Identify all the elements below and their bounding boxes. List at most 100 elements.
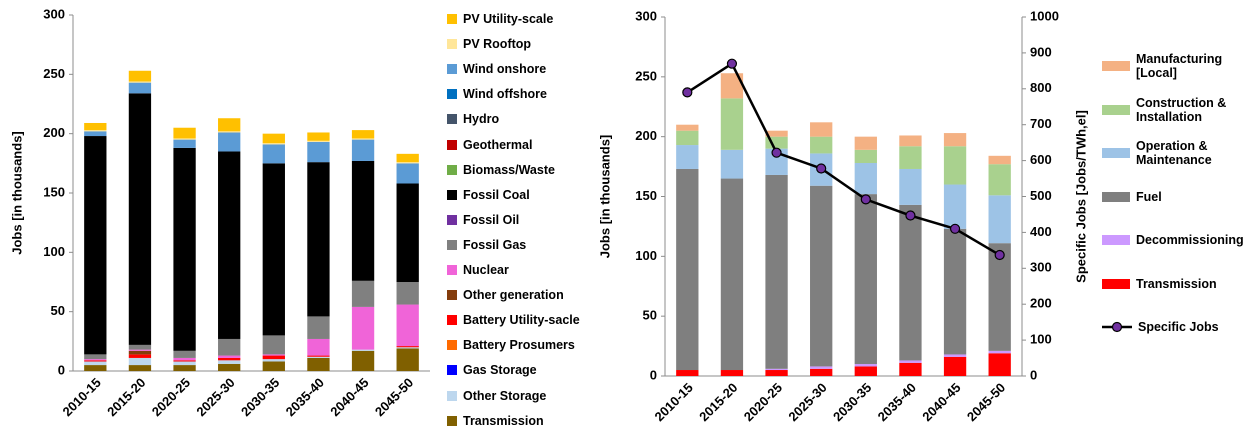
- bar-segment: [173, 357, 196, 361]
- y-tick-label: 0: [650, 367, 657, 382]
- legend-marker: [447, 290, 457, 301]
- legend-marker: [447, 114, 457, 125]
- legend-marker: [447, 39, 457, 50]
- bar-segment: [173, 127, 196, 139]
- y-tick-label: 50: [643, 308, 657, 323]
- legend-label: Nuclear: [463, 263, 509, 277]
- legend-marker: [1102, 104, 1130, 115]
- bar-segment: [218, 131, 241, 133]
- y-tick-label: 150: [635, 188, 657, 203]
- bar-segment: [307, 357, 330, 371]
- legend-label: Transmission: [1136, 276, 1217, 291]
- bar-segment: [810, 366, 833, 369]
- bar-segment: [84, 130, 107, 132]
- y2-tick-label: 200: [1030, 296, 1052, 311]
- bar-segment: [351, 139, 375, 161]
- legend-marker: [447, 340, 457, 351]
- bar-segment: [720, 149, 744, 179]
- legend-item: PV Rooftop: [447, 37, 617, 51]
- bar-segment: [307, 162, 330, 317]
- bar-segment: [943, 354, 967, 357]
- legend-label: Battery Prosumers: [463, 338, 575, 353]
- bar-segment: [218, 357, 241, 361]
- bar-segment: [396, 346, 419, 348]
- bar-segment: [720, 98, 744, 150]
- bar-segment: [854, 136, 877, 150]
- bar-segment: [307, 316, 330, 339]
- bar-segment: [351, 160, 375, 281]
- bar-segment: [765, 174, 788, 369]
- bar-segment: [84, 359, 107, 361]
- legend-marker: [447, 390, 457, 401]
- bar-segment: [84, 361, 107, 366]
- bar-segment: [943, 356, 967, 376]
- bar-segment: [720, 370, 744, 376]
- line: [686, 61, 1001, 257]
- bar-segment: [262, 361, 285, 371]
- legend-label: Wind offshore: [463, 87, 547, 102]
- legend-marker: [447, 14, 457, 24]
- legend-item: Hydro: [447, 112, 617, 126]
- legend-item: Battery Prosumers: [447, 338, 617, 352]
- legend-label: Battery Utility-sacle: [463, 313, 580, 328]
- bar-segment: [218, 355, 241, 358]
- legend-marker: [1102, 191, 1130, 202]
- bar-segment: [173, 350, 196, 358]
- legend-item: Biomass/Waste: [447, 163, 617, 177]
- bar-segment: [128, 70, 152, 82]
- bar-segment: [720, 73, 744, 99]
- legend-label: Fossil Coal: [463, 187, 530, 202]
- x-tick-label: 2015-20: [104, 375, 148, 419]
- bar-segment: [988, 350, 1011, 354]
- legend-label: Operation & Maintenance: [1136, 139, 1212, 167]
- y2-tick-label: 1000: [1030, 8, 1059, 23]
- legend-item: Other Storage: [447, 389, 617, 403]
- bar-segment: [218, 151, 241, 339]
- y-tick-label: 100: [635, 248, 657, 263]
- legend-item: Battery Utility-sacle: [447, 313, 617, 327]
- legend-marker: [1102, 61, 1130, 71]
- x-tick-label: 2010-15: [60, 375, 104, 419]
- legend-label: Biomass/Waste: [463, 162, 555, 177]
- legend-marker: [447, 415, 457, 426]
- bar-segment: [396, 282, 419, 305]
- legend-item: Gas Storage: [447, 363, 617, 377]
- legend-marker: [1102, 321, 1132, 333]
- bar-segment: [765, 136, 788, 149]
- bar-segment: [262, 355, 285, 360]
- bar-segment: [988, 353, 1011, 376]
- bar-segment: [173, 360, 196, 362]
- bar-segment: [84, 122, 107, 131]
- bar-segment: [307, 140, 330, 142]
- legend-marker: [1102, 235, 1130, 245]
- legend-label: PV Utility-scale: [463, 12, 554, 26]
- y2-tick-label: 300: [1030, 260, 1052, 275]
- bar-segment: [128, 81, 152, 83]
- bar-segment: [128, 365, 152, 371]
- bar-segment: [128, 82, 152, 94]
- bar-segment: [396, 163, 419, 184]
- bar-segment: [396, 162, 419, 164]
- legend-item: Fossil Oil: [447, 213, 617, 227]
- bar-segment: [218, 360, 241, 364]
- legend-label: Fuel: [1136, 189, 1162, 204]
- legend-item: Wind onshore: [447, 62, 617, 76]
- bar-segment: [307, 132, 330, 141]
- bar-segment: [854, 162, 877, 195]
- bar-segment: [173, 361, 196, 366]
- bar-segment: [307, 338, 330, 356]
- legend-label: Manufacturing [Local]: [1136, 52, 1223, 80]
- bar-segment: [810, 122, 833, 137]
- legend-item: Decommissioning: [1102, 233, 1247, 247]
- bar-segment: [396, 347, 419, 349]
- legend-marker: [447, 64, 457, 75]
- bar-segment: [262, 359, 285, 362]
- bar-segment: [988, 195, 1011, 244]
- bar-segment: [854, 364, 877, 367]
- legend-item: Other generation: [447, 288, 617, 302]
- y2-tick-label: 400: [1030, 224, 1052, 239]
- bar-segment: [84, 360, 107, 362]
- x-tick-label: 2010-15: [652, 380, 696, 424]
- bar-segment: [128, 354, 152, 358]
